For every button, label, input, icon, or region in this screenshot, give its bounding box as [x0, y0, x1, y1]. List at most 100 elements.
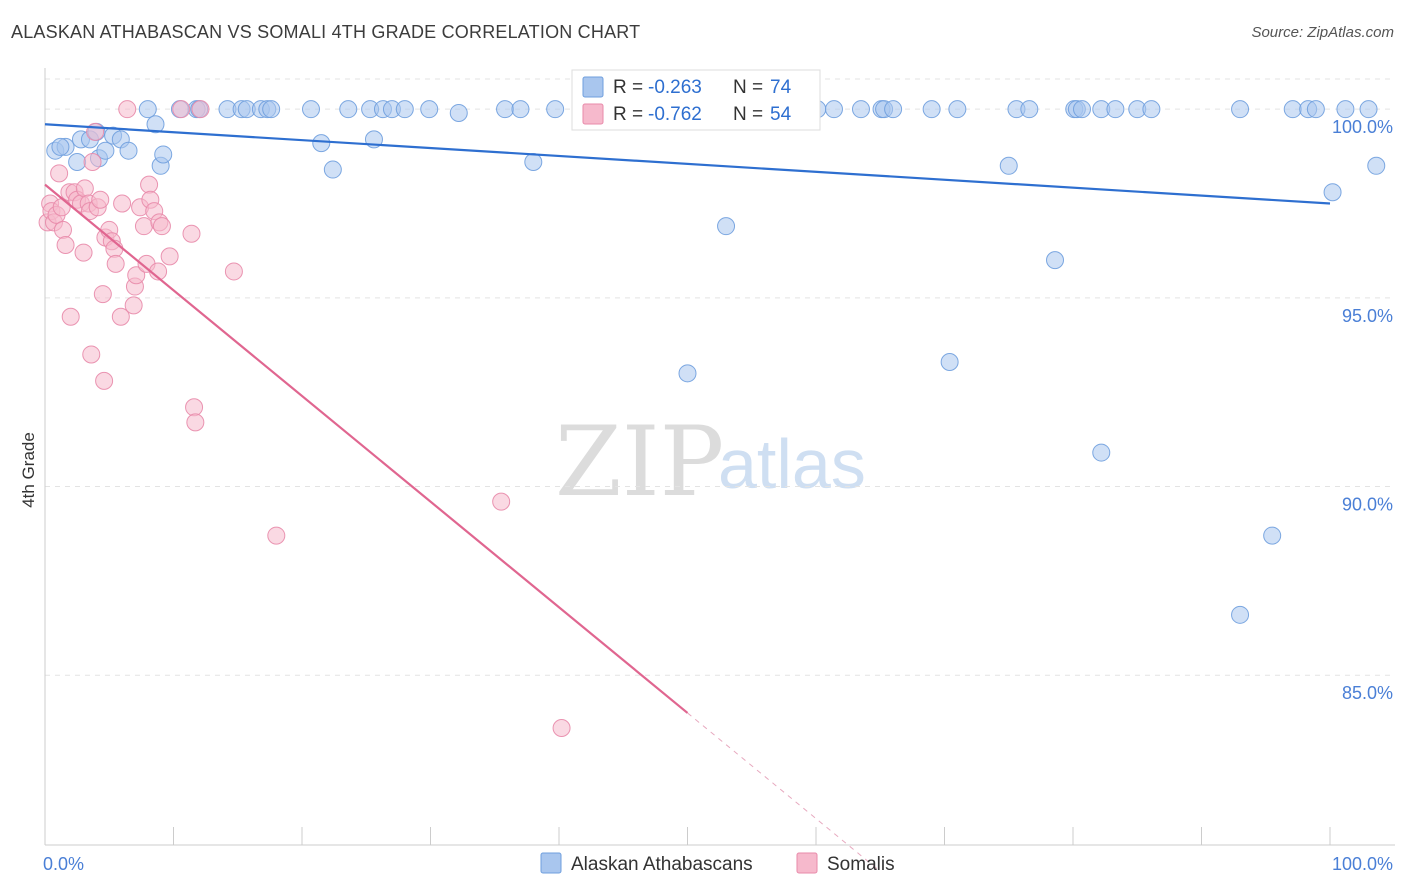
point-alaskan-athabascan — [511, 100, 530, 119]
point-somali — [134, 217, 153, 236]
point-alaskan-athabascan — [678, 364, 697, 383]
point-alaskan-athabascan — [138, 100, 157, 119]
point-somali — [53, 220, 72, 239]
point-alaskan-athabascan — [1046, 251, 1065, 270]
watermark-atlas: atlas — [718, 425, 866, 503]
trend-line-somalis-extrapolated — [687, 712, 881, 872]
point-somali — [75, 179, 94, 198]
point-alaskan-athabascan — [395, 100, 414, 119]
point-alaskan-athabascan — [323, 160, 342, 179]
point-alaskan-athabascan — [119, 141, 138, 160]
x-tick-label-start: 0.0% — [43, 854, 84, 874]
x-tick-label-end: 100.0% — [1332, 854, 1393, 874]
point-alaskan-athabascan — [1072, 100, 1091, 119]
point-alaskan-athabascan — [420, 100, 439, 119]
trend-lines — [44, 123, 1331, 872]
point-alaskan-athabascan — [717, 217, 736, 236]
point-somali — [50, 164, 69, 183]
point-alaskan-athabascan — [1092, 443, 1111, 462]
bottom-legend-label-blue: Alaskan Athabascans — [571, 854, 753, 875]
point-somali — [140, 175, 159, 194]
point-somali — [267, 526, 286, 545]
point-alaskan-athabascan — [312, 134, 331, 153]
point-alaskan-athabascan — [884, 100, 903, 119]
point-alaskan-athabascan — [339, 100, 358, 119]
stats-legend-box — [571, 69, 821, 131]
y-tick-label: 100.0% — [1332, 117, 1393, 137]
point-somali — [82, 345, 101, 364]
point-alaskan-athabascan — [999, 156, 1018, 175]
point-somali — [224, 262, 243, 281]
point-alaskan-athabascan — [1231, 605, 1250, 624]
point-alaskan-athabascan — [824, 100, 843, 119]
legend-r-label-blue: R = — [613, 77, 643, 98]
legend-swatch-blue — [582, 76, 604, 98]
point-alaskan-athabascan — [1283, 100, 1302, 119]
legend-n-label-blue: N = — [733, 77, 763, 98]
point-alaskan-athabascan — [948, 100, 967, 119]
bottom-legend-swatch-pink — [796, 852, 818, 874]
watermark-zip: ZIP — [555, 406, 724, 518]
legend-swatch-pink — [582, 103, 604, 125]
point-alaskan-athabascan — [146, 115, 165, 134]
y-axis-label: 4th Grade — [19, 432, 38, 508]
legend-r-label-pink: R = — [613, 104, 643, 125]
point-somali — [172, 100, 191, 119]
point-somali — [182, 224, 201, 243]
point-somali — [191, 100, 210, 119]
point-alaskan-athabascan — [1359, 100, 1378, 119]
point-alaskan-athabascan — [546, 100, 565, 119]
legend-n-value-pink: 54 — [770, 104, 792, 125]
chart-title: ALASKAN ATHABASCAN VS SOMALI 4TH GRADE C… — [11, 22, 641, 42]
point-somali — [56, 236, 75, 255]
y-tick-label: 95.0% — [1342, 306, 1393, 326]
trend-line-alaskan-athabascans — [44, 123, 1331, 205]
point-alaskan-athabascan — [922, 100, 941, 119]
point-somali — [118, 100, 137, 119]
point-alaskan-athabascan — [154, 145, 173, 164]
point-alaskan-athabascan — [1336, 100, 1355, 119]
point-alaskan-athabascan — [1367, 156, 1386, 175]
point-somali — [106, 254, 125, 273]
point-somali — [83, 153, 102, 172]
point-alaskan-athabascan — [51, 137, 70, 156]
point-alaskan-athabascan — [1020, 100, 1039, 119]
point-somali — [127, 266, 146, 285]
gridlines — [45, 78, 1395, 676]
point-alaskan-athabascan — [1106, 100, 1125, 119]
point-alaskan-athabascan — [940, 353, 959, 372]
point-somali — [185, 398, 204, 417]
point-alaskan-athabascan — [68, 153, 87, 172]
point-somali — [91, 190, 110, 209]
y-tick-label: 90.0% — [1342, 495, 1393, 515]
series-legend: Alaskan Athabascans Somalis — [540, 852, 895, 875]
point-alaskan-athabascan — [1323, 183, 1342, 202]
point-somali — [74, 243, 93, 262]
stats-legend: R = -0.263 N = 74 R = -0.762 N = 54 — [571, 69, 821, 131]
point-somali — [111, 307, 130, 326]
point-somali — [152, 217, 171, 236]
axes: 100.0% 95.0% 90.0% 85.0% 0.0% 100.0% — [43, 68, 1395, 874]
point-alaskan-athabascan — [96, 141, 115, 160]
point-somali — [95, 371, 114, 390]
point-alaskan-athabascan — [1263, 526, 1282, 545]
point-somali — [86, 122, 105, 141]
point-alaskan-athabascan — [1306, 100, 1325, 119]
bottom-legend-label-pink: Somalis — [827, 854, 895, 875]
point-alaskan-athabascan — [262, 100, 281, 119]
legend-r-value-pink: -0.762 — [648, 104, 702, 125]
point-somali — [61, 307, 80, 326]
point-somali — [186, 413, 205, 432]
point-alaskan-athabascan — [496, 100, 515, 119]
point-somali — [124, 296, 143, 315]
point-somali — [552, 719, 571, 738]
source-label: Source: ZipAtlas.com — [1251, 24, 1394, 41]
legend-n-value-blue: 74 — [770, 77, 792, 98]
point-alaskan-athabascan — [524, 153, 543, 172]
series-alaskan-athabascans — [46, 100, 1386, 624]
legend-n-label-pink: N = — [733, 104, 763, 125]
trend-line-somalis — [44, 183, 689, 714]
bottom-legend-swatch-blue — [540, 852, 562, 874]
point-somali — [93, 285, 112, 304]
point-alaskan-athabascan — [1142, 100, 1161, 119]
